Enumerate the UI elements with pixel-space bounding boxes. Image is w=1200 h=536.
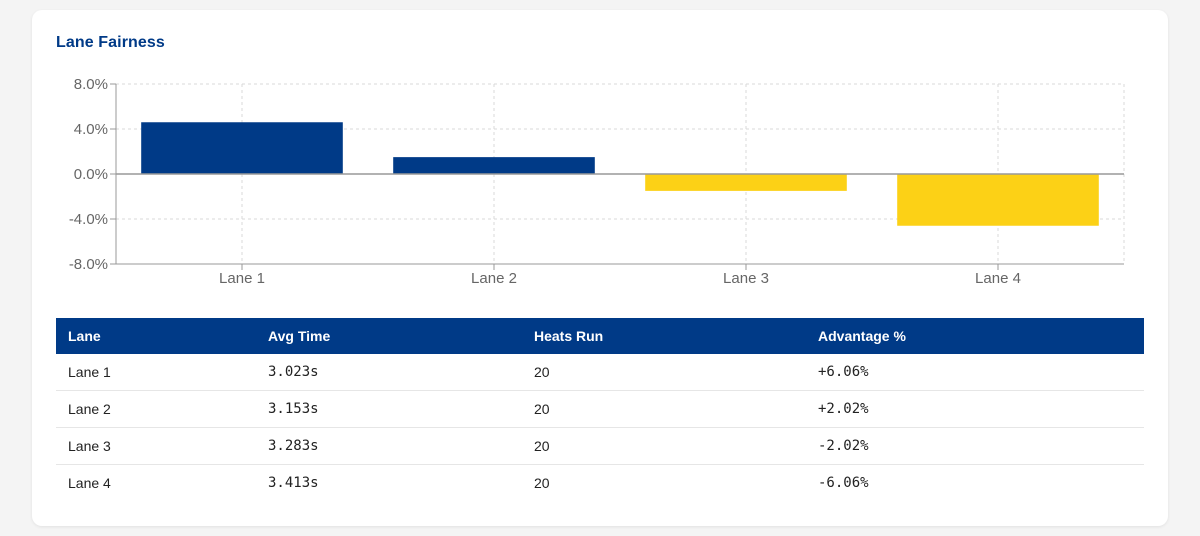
bar-lane-3 bbox=[645, 174, 847, 191]
cell-avg-time: 3.413s bbox=[268, 475, 319, 491]
table-row: Lane 1 3.023s 20 +6.06% bbox=[56, 354, 1144, 391]
x-tick-label: Lane 1 bbox=[219, 270, 265, 287]
cell-lane: Lane 3 bbox=[56, 427, 256, 465]
x-tick-label: Lane 3 bbox=[723, 270, 769, 287]
cell-avg-time: 3.283s bbox=[256, 427, 522, 465]
y-tick-label: 8.0% bbox=[74, 76, 108, 93]
cell-lane: Lane 4 bbox=[68, 475, 111, 491]
header-lane: Lane bbox=[68, 328, 101, 344]
cell-heats-run: 20 bbox=[522, 427, 806, 465]
header-avg-time: Avg Time bbox=[268, 328, 331, 344]
cell-heats-run: 20 bbox=[522, 354, 806, 391]
bar-lane-2 bbox=[393, 157, 595, 174]
header-heats-run: Heats Run bbox=[534, 328, 604, 344]
y-tick-label: -4.0% bbox=[69, 211, 108, 228]
bar-lane-4 bbox=[897, 174, 1099, 226]
table-row: Lane 4 3.413s 20 -6.06% bbox=[56, 465, 1144, 502]
cell-avg-time: 3.023s bbox=[256, 354, 522, 391]
card-title: Lane Fairness bbox=[56, 34, 165, 51]
cell-advantage: +2.02% bbox=[806, 390, 1144, 428]
cell-heats-run: 20 bbox=[534, 475, 550, 491]
bar-chart-svg: 8.0% 4.0% 0.0% -4.0% -8.0% Lane 1 Lane 2 Lane 3… bbox=[69, 76, 1125, 287]
cell-avg-time: 3.153s bbox=[256, 390, 522, 428]
cell-advantage: -2.02% bbox=[806, 427, 1144, 465]
table-row: Lane 3 3.283s 20 -2.02% bbox=[56, 427, 1144, 465]
cell-advantage: +6.06% bbox=[806, 354, 1144, 391]
cell-lane: Lane 2 bbox=[56, 390, 256, 428]
x-tick-label: Lane 4 bbox=[975, 270, 1021, 287]
y-tick-label: 4.0% bbox=[74, 121, 108, 138]
lane-stats-table: Lane Avg Time Heats Run Advantage % Lane… bbox=[56, 318, 1144, 501]
y-tick-label: 0.0% bbox=[74, 166, 108, 183]
cell-lane: Lane 1 bbox=[56, 354, 256, 391]
header-advantage: Advantage % bbox=[818, 328, 906, 344]
bar-lane-1 bbox=[141, 122, 343, 174]
lane-fairness-chart: 8.0% 4.0% 0.0% -4.0% -8.0% Lane 1 Lane 2 Lane 3… bbox=[32, 74, 1168, 304]
cell-heats-run: 20 bbox=[522, 390, 806, 428]
table-header-row: Lane Avg Time Heats Run Advantage % bbox=[56, 318, 1144, 354]
y-tick-label: -8.0% bbox=[69, 256, 108, 273]
x-tick-label: Lane 2 bbox=[471, 270, 517, 287]
lane-fairness-card: Lane Fairness 8.0% 4.0% 0.0% -4.0% -8.0% Lane… bbox=[32, 10, 1168, 526]
table-row: Lane 2 3.153s 20 +2.02% bbox=[56, 390, 1144, 428]
cell-advantage: -6.06% bbox=[818, 475, 869, 491]
